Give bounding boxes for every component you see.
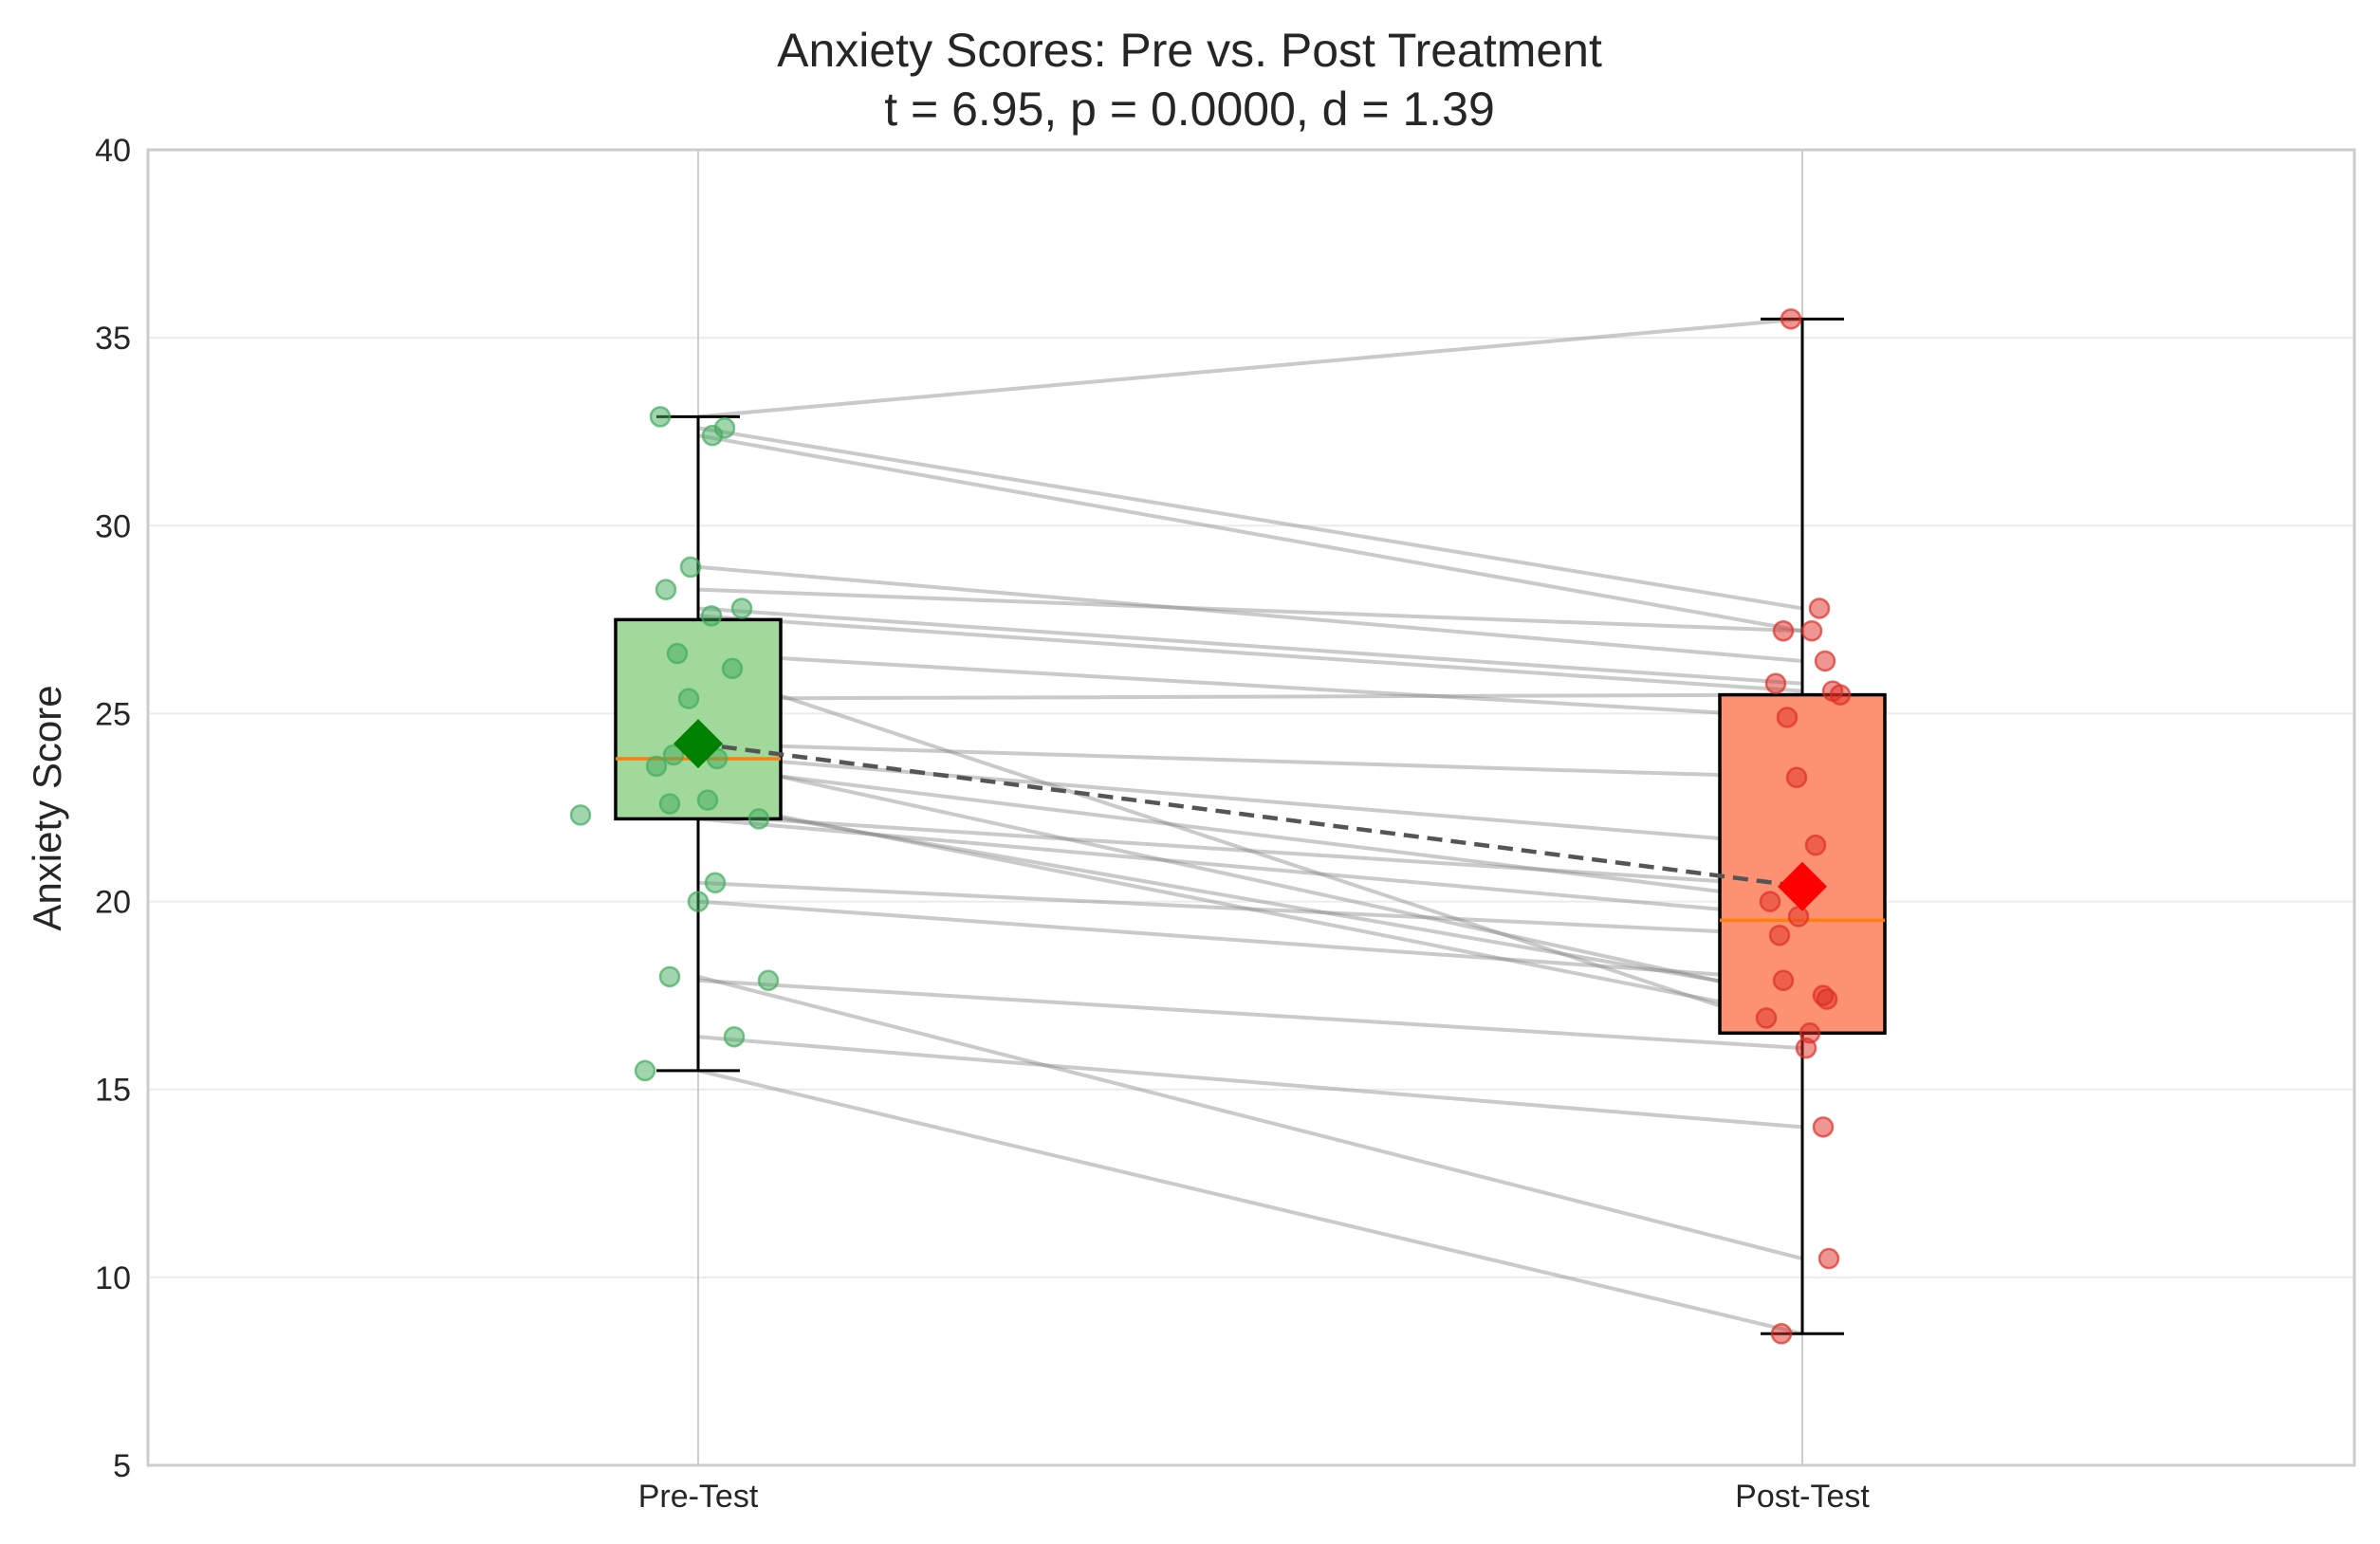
pre-test-point bbox=[687, 891, 710, 912]
post-test-point bbox=[1759, 891, 1781, 912]
post-test-point bbox=[1772, 619, 1795, 642]
pre-test-point bbox=[677, 688, 700, 709]
paired-line bbox=[697, 757, 1803, 1002]
paired-line bbox=[697, 899, 1803, 983]
mean-marker bbox=[1778, 861, 1827, 911]
x-tick-label: Pre-Test bbox=[638, 1479, 759, 1515]
grid-layer bbox=[146, 148, 2356, 1467]
chart-title: Anxiety Scores: Pre vs. Post Treatment bbox=[777, 24, 1602, 77]
ticks-layer: 5 10 15 20 25 30 35 40 Pre-Test Post-Test bbox=[95, 133, 1870, 1515]
mean-marker bbox=[673, 719, 723, 769]
paired-line bbox=[697, 587, 1803, 634]
pre-test-point bbox=[757, 969, 780, 992]
post-test-point bbox=[1780, 308, 1802, 330]
paired-line bbox=[697, 692, 1803, 701]
boxes-layer bbox=[614, 317, 1887, 1335]
paired-line bbox=[697, 801, 1803, 998]
paired-line bbox=[697, 798, 1803, 1020]
pre-test-point bbox=[723, 1025, 746, 1048]
paired-line bbox=[697, 433, 1803, 634]
pre-test-point bbox=[645, 755, 668, 778]
paired-line bbox=[697, 753, 1803, 848]
y-tick-label: 5 bbox=[113, 1448, 131, 1484]
plot-frame bbox=[146, 148, 2356, 1467]
paired-line bbox=[697, 813, 1803, 889]
paired-line bbox=[697, 763, 1803, 904]
pre-test-point bbox=[704, 872, 727, 894]
paired-line bbox=[697, 564, 1803, 663]
pre-test-point bbox=[666, 642, 689, 665]
paired-line bbox=[697, 742, 1803, 780]
chart-subtitle: t = 6.95, p = 0.0000, d = 1.39 bbox=[884, 83, 1495, 136]
pre-test-point bbox=[649, 406, 672, 428]
y-tick-label: 30 bbox=[95, 508, 131, 544]
paired-line bbox=[697, 606, 1803, 686]
y-axis-label: Anxiety Score bbox=[25, 685, 69, 930]
post-test-point bbox=[1829, 684, 1852, 706]
paired-line bbox=[697, 1068, 1803, 1336]
pre-test-point bbox=[658, 793, 681, 815]
post-test-point bbox=[1755, 1007, 1778, 1029]
paired-line bbox=[697, 978, 1803, 1051]
y-tick-label: 35 bbox=[95, 321, 131, 357]
pre-test-point bbox=[747, 808, 770, 830]
y-tick-label: 25 bbox=[95, 696, 131, 732]
paired-line bbox=[697, 652, 1803, 720]
post-test-point bbox=[1800, 619, 1823, 642]
post-test-point bbox=[1764, 672, 1787, 694]
paired-line bbox=[697, 1035, 1803, 1130]
post-test-point bbox=[1776, 707, 1799, 728]
paired-line bbox=[697, 666, 1803, 1036]
post-test-point bbox=[1812, 984, 1835, 1006]
paired-line bbox=[697, 614, 1803, 693]
paired-line bbox=[697, 880, 1803, 938]
pre-test-point bbox=[655, 579, 677, 600]
x-tick-label: Post-Test bbox=[1735, 1479, 1870, 1515]
pre-test-point bbox=[634, 1059, 656, 1082]
paired-line bbox=[697, 426, 1803, 611]
post-test-point bbox=[1795, 1037, 1817, 1059]
pre-test-point bbox=[700, 605, 723, 627]
post-test-point bbox=[1768, 924, 1791, 947]
pre-test-point bbox=[658, 965, 681, 988]
paired-line bbox=[697, 817, 1803, 919]
paired-lines-layer bbox=[697, 317, 1803, 1336]
pre-test-point bbox=[662, 744, 685, 766]
y-tick-label: 40 bbox=[95, 133, 131, 169]
pre-test-point bbox=[730, 597, 753, 619]
points-layer bbox=[569, 308, 1852, 1345]
post-test-point bbox=[1770, 1323, 1793, 1345]
y-tick-label: 10 bbox=[95, 1260, 131, 1296]
pre-test-point bbox=[679, 556, 702, 579]
post-test-point bbox=[1812, 1116, 1835, 1138]
paired-line bbox=[697, 974, 1803, 1260]
post-test-point bbox=[1804, 834, 1827, 856]
means-layer bbox=[673, 719, 1827, 911]
post-test-point bbox=[1787, 906, 1810, 928]
post-test-point bbox=[1808, 597, 1831, 619]
paired-line bbox=[697, 317, 1803, 419]
y-tick-label: 20 bbox=[95, 885, 131, 921]
pre-test-point bbox=[721, 657, 744, 680]
y-tick-label: 15 bbox=[95, 1073, 131, 1109]
post-test-point bbox=[1814, 650, 1836, 672]
pre-test-point bbox=[569, 804, 592, 826]
pre-test-point bbox=[696, 789, 719, 811]
post-test-point bbox=[1772, 969, 1795, 992]
post-test-point bbox=[1785, 766, 1808, 789]
pre-test-point bbox=[701, 424, 724, 447]
post-test-point bbox=[1817, 1247, 1840, 1270]
mean-connector-line bbox=[697, 741, 1803, 889]
